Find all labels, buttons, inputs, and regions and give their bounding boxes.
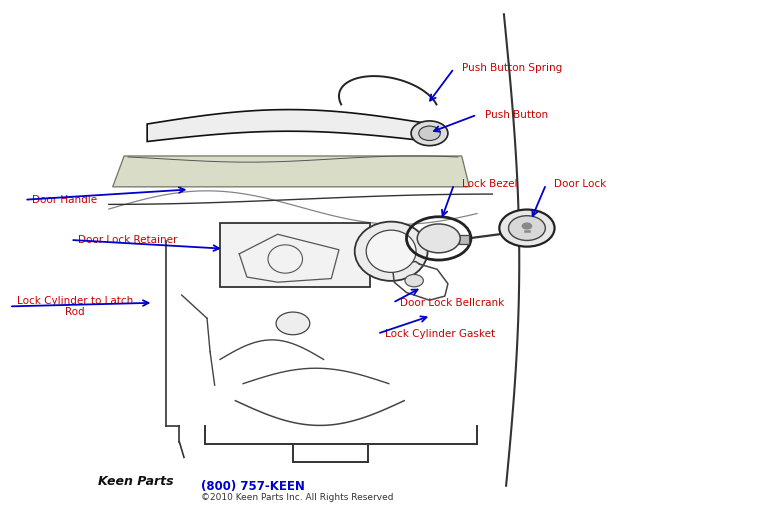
Text: ©2010 Keen Parts Inc. All Rights Reserved: ©2010 Keen Parts Inc. All Rights Reserve… [201, 493, 393, 501]
Ellipse shape [355, 222, 427, 281]
Circle shape [419, 126, 440, 140]
Text: Door Lock Retainer: Door Lock Retainer [78, 235, 178, 245]
Text: Door Lock: Door Lock [554, 179, 606, 189]
Circle shape [499, 210, 554, 247]
Bar [459, 235, 469, 243]
Circle shape [411, 121, 448, 146]
Ellipse shape [367, 230, 416, 272]
Circle shape [417, 224, 460, 253]
Circle shape [508, 215, 545, 240]
Circle shape [405, 275, 424, 287]
Text: Lock Cylinder to Latch
Rod: Lock Cylinder to Latch Rod [17, 296, 133, 317]
Text: Lock Bezel: Lock Bezel [462, 179, 517, 189]
Text: Door Lock Bellcrank: Door Lock Bellcrank [400, 298, 504, 308]
Text: Push Button: Push Button [485, 110, 548, 120]
Polygon shape [112, 156, 470, 187]
Text: Keen Parts: Keen Parts [98, 475, 173, 488]
Circle shape [521, 222, 532, 229]
Circle shape [276, 312, 310, 335]
Text: Door Handle: Door Handle [32, 195, 97, 205]
Text: (800) 757-KEEN: (800) 757-KEEN [201, 480, 305, 493]
Bar [220, 223, 370, 287]
Polygon shape [147, 110, 431, 141]
Text: Lock Cylinder Gasket: Lock Cylinder Gasket [385, 329, 495, 339]
Text: Push Button Spring: Push Button Spring [462, 63, 562, 74]
